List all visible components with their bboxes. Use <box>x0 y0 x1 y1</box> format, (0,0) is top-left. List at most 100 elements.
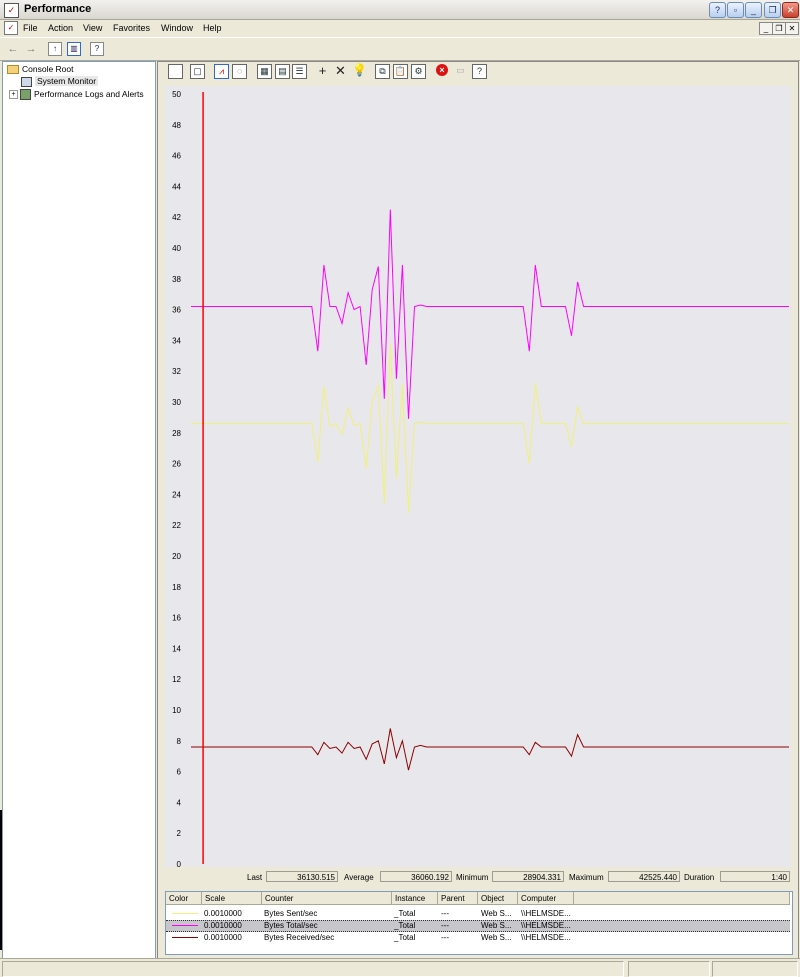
freeze-display-icon[interactable]: × <box>436 64 448 76</box>
average-label: Average <box>344 873 374 882</box>
y-tick-label: 20 <box>172 552 181 561</box>
maximize-button[interactable]: ❐ <box>764 2 781 18</box>
y-tick-label: 32 <box>172 367 181 376</box>
clear-display-icon[interactable]: ▢ <box>190 64 205 79</box>
menu-window[interactable]: Window <box>161 23 194 33</box>
highlight-icon[interactable]: 💡 <box>352 63 367 77</box>
last-label: Last <box>247 873 263 882</box>
maximum-value: 42525.440 <box>608 871 680 882</box>
legend-counter: Bytes Received/sec <box>264 933 335 942</box>
menu-action[interactable]: Action <box>48 23 74 33</box>
view-report-icon[interactable]: ☰ <box>292 64 307 79</box>
minimize-button[interactable]: _ <box>745 2 762 18</box>
y-tick-label: 36 <box>172 306 181 315</box>
properties-icon[interactable]: ⚙ <box>411 64 426 79</box>
menu-help[interactable]: Help <box>203 23 222 33</box>
tree-item-label: Performance Logs and Alerts <box>34 89 144 99</box>
menu-file[interactable]: File <box>23 23 38 33</box>
y-tick-label: 44 <box>172 182 181 191</box>
performance-graph[interactable]: 0 2 4 6 8 10 12 14 16 18 20 22 24 26 28 30 32 34 36 38 40 42 4… <box>165 86 791 867</box>
view-log-data-icon[interactable]: ▤ <box>275 64 290 79</box>
duration-value: 1:40 <box>720 871 790 882</box>
legend-object: Web S... <box>481 933 512 942</box>
mdi-restore-button[interactable]: ❐ <box>772 22 786 35</box>
minimum-value: 28904.331 <box>492 871 564 882</box>
help-caption-icon[interactable]: ? <box>709 2 726 18</box>
legend-header-parent[interactable]: Parent <box>438 892 478 905</box>
legend-header-computer[interactable]: Computer <box>518 892 574 905</box>
status-segment <box>628 961 710 977</box>
tree-console-root[interactable]: Console Root <box>7 64 74 75</box>
tree-item-label: System Monitor <box>35 76 99 86</box>
title-bar: ✓ Performance ? ▫ _ ❐ ✕ <box>0 0 800 20</box>
status-segment <box>2 961 624 977</box>
legend-counter: Bytes Total/sec <box>264 921 318 930</box>
desktop-edge <box>0 810 2 950</box>
update-data-icon[interactable]: ▭ <box>456 65 465 75</box>
legend-header-counter[interactable]: Counter <box>262 892 392 905</box>
add-counter-icon[interactable]: + <box>318 63 327 78</box>
extra-caption-icon[interactable]: ▫ <box>727 2 744 18</box>
back-arrow-icon[interactable]: ← <box>7 43 19 55</box>
legend-scale: 0.0010000 <box>204 933 242 942</box>
y-tick-label: 12 <box>172 675 181 684</box>
legend-row[interactable]: 0.0010000 Bytes Sent/sec _Total --- Web … <box>166 908 790 919</box>
copy-properties-icon[interactable]: ⧉ <box>375 64 390 79</box>
graph-canvas: 0246810121416182022242628303234363840424… <box>172 90 789 867</box>
forward-arrow-icon[interactable]: → <box>25 43 37 55</box>
legend-header-scale[interactable]: Scale <box>202 892 262 905</box>
help-icon[interactable]: ? <box>472 64 487 79</box>
mdi-minimize-button[interactable]: _ <box>759 22 773 35</box>
show-hide-tree-icon[interactable]: ▥ <box>67 42 81 56</box>
y-tick-label: 14 <box>172 644 181 653</box>
main-toolbar: ← → ↑ ▥ ? <box>0 37 800 61</box>
color-swatch <box>172 913 198 914</box>
legend-instance: _Total <box>394 933 416 942</box>
legend-row[interactable]: 0.0010000 Bytes Received/sec _Total --- … <box>166 932 790 943</box>
close-button[interactable]: ✕ <box>782 2 799 18</box>
y-tick-label: 18 <box>172 583 181 592</box>
tree-item-system-monitor[interactable]: System Monitor <box>21 76 99 87</box>
color-swatch <box>172 925 198 926</box>
legend-scale: 0.0010000 <box>204 921 242 930</box>
delete-counter-icon[interactable]: ✕ <box>335 63 346 78</box>
y-tick-label: 38 <box>172 275 181 284</box>
series-line-1 <box>191 343 789 513</box>
expand-icon[interactable]: + <box>9 90 18 100</box>
value-bar: Last 36130.515 Average 36060.192 Minimum… <box>165 870 791 885</box>
y-tick-label: 30 <box>172 398 181 407</box>
new-counter-set-icon[interactable] <box>168 64 183 79</box>
tree-item-performance-logs[interactable]: + Performance Logs and Alerts <box>9 89 144 101</box>
up-folder-icon[interactable]: ↑ <box>48 42 62 56</box>
y-tick-label: 8 <box>177 737 182 746</box>
legend-computer: \\HELMSDE... <box>521 921 571 930</box>
view-histogram-icon[interactable]: ▦ <box>257 64 272 79</box>
y-tick-label: 26 <box>172 460 181 469</box>
performance-app-icon[interactable]: ✓ <box>4 3 19 18</box>
y-tick-label: 50 <box>172 90 181 99</box>
y-tick-label: 2 <box>177 829 182 838</box>
help-icon[interactable]: ? <box>90 42 104 56</box>
y-tick-label: 40 <box>172 244 181 253</box>
menu-favorites[interactable]: Favorites <box>113 23 151 33</box>
legend-header-color[interactable]: Color <box>166 892 202 905</box>
legend-header-instance[interactable]: Instance <box>392 892 438 905</box>
legend-row-selected[interactable]: 0.0010000 Bytes Total/sec _Total --- Web… <box>166 920 790 932</box>
color-swatch <box>172 937 198 938</box>
document-system-icon[interactable]: ✓ <box>4 21 18 35</box>
y-tick-label: 42 <box>172 213 181 222</box>
view-current-activity-icon[interactable]: ◌ <box>232 64 247 79</box>
series-line-2 <box>191 728 789 771</box>
legend-object: Web S... <box>481 909 512 918</box>
performance-logs-icon <box>20 89 31 101</box>
legend-header-object[interactable]: Object <box>478 892 518 905</box>
y-tick-label: 16 <box>172 614 181 623</box>
view-graph-icon[interactable]: ⩘ <box>214 64 229 79</box>
last-value: 36130.515 <box>266 871 338 882</box>
mdi-close-button[interactable]: ✕ <box>785 22 799 35</box>
status-segment <box>712 961 798 977</box>
paste-counter-list-icon[interactable]: 📋 <box>393 64 408 79</box>
menu-view[interactable]: View <box>83 23 103 33</box>
menu-bar: ✓ File Action View Favorites Window Help <box>0 20 800 36</box>
y-tick-label: 4 <box>177 798 182 807</box>
